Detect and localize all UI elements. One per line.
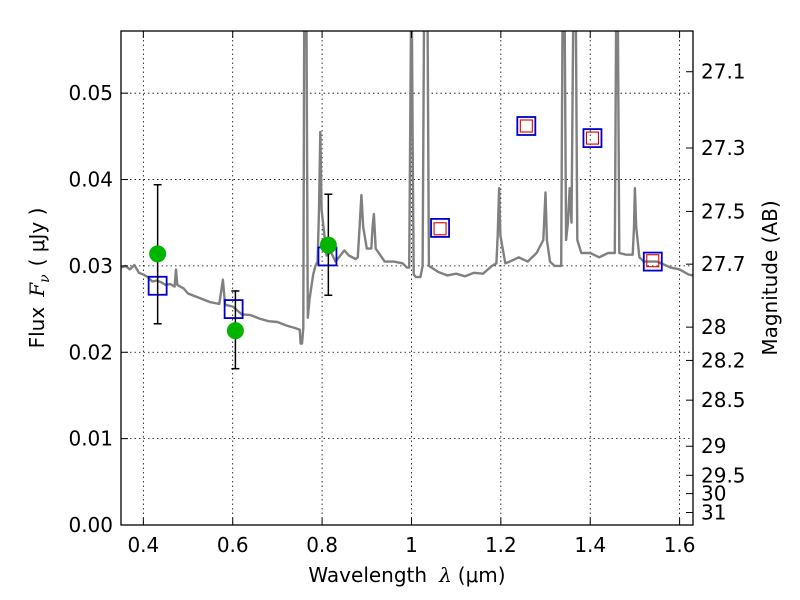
- y2-tick-label: 30: [701, 482, 726, 506]
- model-photometry-square: [582, 128, 603, 148]
- limit-square: [646, 254, 660, 268]
- observed-point: [226, 322, 244, 340]
- marker-layer: [147, 116, 663, 370]
- y2-tick-label: 29.5: [701, 463, 746, 487]
- y2-tick-label: 29: [701, 434, 726, 458]
- x-tick-label: 0.4: [127, 533, 159, 557]
- observed-point: [149, 245, 167, 263]
- y-tick-label: 0.02: [68, 340, 113, 364]
- y-tick-label: 0.04: [68, 168, 113, 192]
- y2-tick-label: 27.1: [701, 60, 746, 84]
- tick-layer: 0.4 0.6 0.8 1 1.2 1.4 1.6 0.00 0.01 0.02 0.03 0.04 0…: [68, 31, 746, 557]
- y-tick-label: 0.01: [68, 427, 113, 451]
- x-tick-label: 1.4: [574, 533, 606, 557]
- y-tick-label: 0.03: [68, 254, 113, 278]
- y2-tick-label: 27.5: [701, 199, 746, 223]
- model-photometry-square: [516, 116, 537, 136]
- plot-frame: [120, 30, 694, 526]
- grid-layer: [121, 31, 693, 526]
- observed-point: [319, 236, 337, 254]
- x-tick-label: 1.6: [664, 533, 696, 557]
- y2-tick-label: 31: [701, 501, 726, 525]
- y2-axis-label: Magnitude (AB): [758, 200, 782, 355]
- limit-square: [585, 131, 600, 145]
- x-tick-label: 0.8: [306, 533, 338, 557]
- limit-square: [519, 119, 533, 133]
- limit-square: [433, 222, 447, 236]
- y-tick-label: 0.00: [68, 513, 113, 537]
- x-tick-label: 1.2: [485, 533, 517, 557]
- x-axis-label: Wavelength λ (μm): [308, 563, 505, 587]
- y2-tick-label: 28: [701, 315, 726, 339]
- model-photometry-square: [430, 218, 450, 238]
- y2-tick-label: 27.7: [701, 252, 746, 276]
- spectrum-line: [121, 31, 693, 345]
- model-photometry-square: [223, 299, 244, 319]
- series-layer: [121, 31, 693, 345]
- x-tick-label: 1: [405, 533, 418, 557]
- x-tick-label: 0.6: [217, 533, 249, 557]
- y-axis-label: FluxFν( μJy ): [25, 208, 53, 349]
- y2-tick-label: 27.3: [701, 136, 746, 160]
- y2-tick-label: 28.2: [701, 348, 746, 372]
- y2-tick-label: 28.5: [701, 388, 746, 412]
- y-tick-label: 0.05: [68, 81, 113, 105]
- model-photometry-square: [642, 251, 663, 272]
